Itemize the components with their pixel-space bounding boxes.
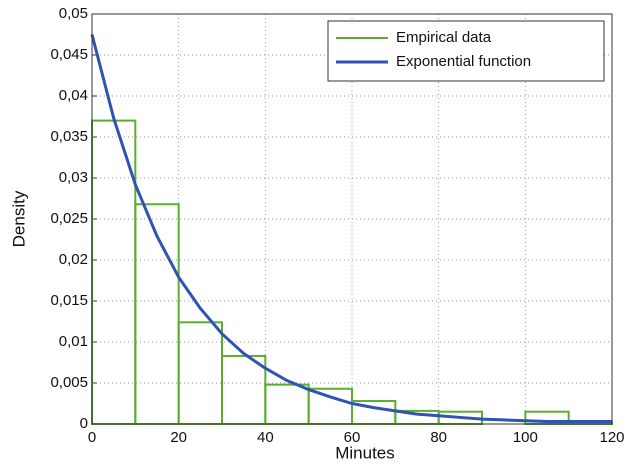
y-tick-label: 0,05 [59,5,88,22]
y-tick-label: 0,045 [50,46,88,63]
x-tick-label: 80 [430,429,447,446]
y-tick-label: 0,03 [59,169,88,186]
y-tick-label: 0,015 [50,292,88,309]
x-tick-label: 120 [599,429,624,446]
y-tick-label: 0,04 [59,87,88,104]
x-tick-label: 0 [88,429,96,446]
x-tick-label: 20 [170,429,187,446]
legend-label: Empirical data [396,29,492,46]
x-axis-label: Minutes [335,443,395,462]
x-tick-label: 40 [257,429,274,446]
legend-label: Exponential function [396,53,531,70]
y-tick-label: 0,02 [59,251,88,268]
y-tick-label: 0 [80,415,88,432]
x-tick-label: 100 [513,429,538,446]
legend-box [327,20,605,82]
y-tick-label: 0,035 [50,128,88,145]
plot-frame [91,13,613,425]
y-tick-label: 0,025 [50,210,88,227]
y-tick-label: 0,01 [59,333,88,350]
x-tick-label: 60 [344,429,361,446]
y-tick-label: 0,005 [50,374,88,391]
y-axis-label: Density [9,190,28,247]
line [90,34,612,424]
